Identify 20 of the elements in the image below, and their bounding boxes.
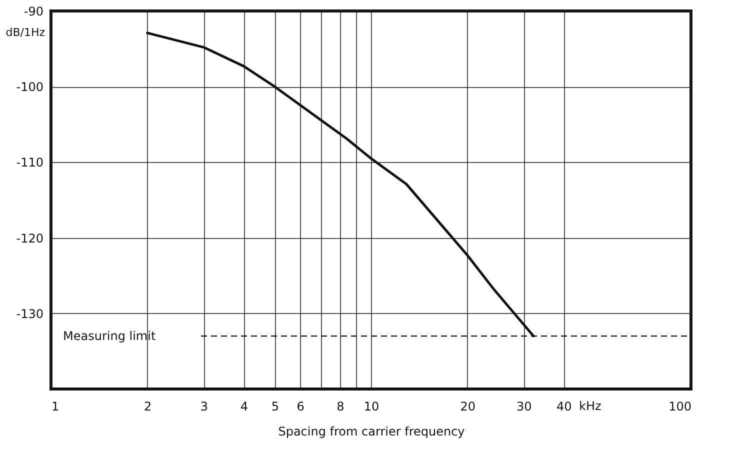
x-tick-label: 10 bbox=[364, 400, 380, 414]
x-tick-label: 20 bbox=[460, 400, 476, 414]
x-tick-label: 1 bbox=[52, 400, 60, 414]
x-tick-label: 5 bbox=[271, 400, 279, 414]
y-tick-label: -90 bbox=[24, 4, 44, 18]
x-tick-label: 4 bbox=[240, 400, 248, 414]
x-tick-label: 30 bbox=[516, 400, 532, 414]
y-tick-label: -110 bbox=[16, 156, 44, 170]
y-tick-label: -100 bbox=[16, 80, 44, 94]
x-tick-label: 40 bbox=[556, 400, 572, 414]
x-axis-title: Spacing from carrier frequency bbox=[278, 424, 465, 438]
y-tick-label: -120 bbox=[16, 231, 44, 246]
x-tick-label: 6 bbox=[296, 400, 304, 414]
x-tick-label: 100 bbox=[668, 400, 692, 414]
x-tick-label: 2 bbox=[144, 400, 152, 414]
x-tick-label: 8 bbox=[336, 400, 344, 414]
y-tick-label: -130 bbox=[16, 306, 44, 321]
text: kHz bbox=[579, 399, 602, 413]
y-axis-title: dB/1Hz bbox=[6, 26, 46, 39]
x-tick-label: 3 bbox=[200, 400, 208, 414]
